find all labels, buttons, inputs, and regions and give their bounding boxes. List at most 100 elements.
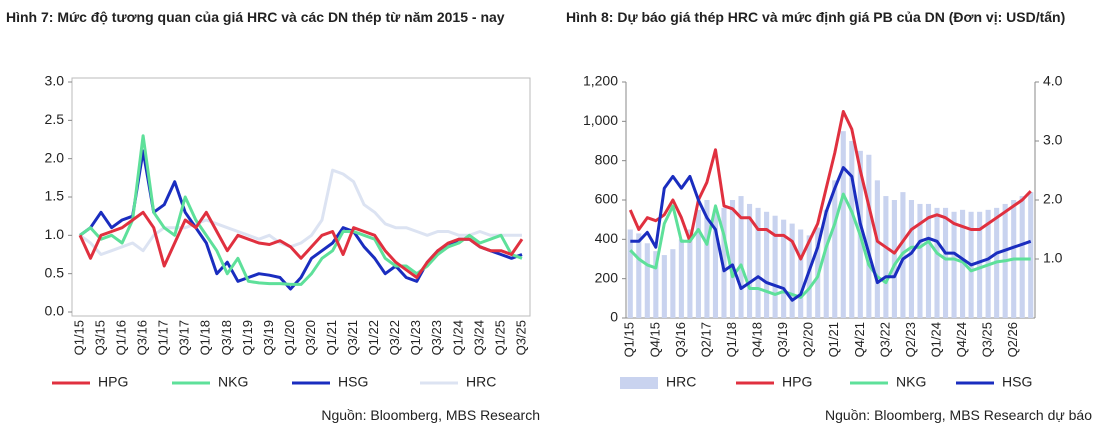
bar xyxy=(687,229,693,318)
y-tick-label: 3.0 xyxy=(45,73,65,89)
bar xyxy=(798,229,804,318)
line-series xyxy=(630,166,1032,302)
bar xyxy=(840,131,846,318)
x-tick-label: Q1/20 xyxy=(282,320,297,355)
x-tick-label: Q2/20 xyxy=(801,322,816,357)
bar xyxy=(738,196,744,318)
chart-title: Hình 7: Mức độ tương quan của giá HRC và… xyxy=(6,9,505,25)
bar xyxy=(746,203,753,318)
x-tick-label: Q4/21 xyxy=(852,322,867,357)
line-series xyxy=(628,110,1032,261)
legend-label: HPG xyxy=(782,374,812,390)
bar xyxy=(883,196,889,318)
chart: 0.0 0.5 1.0 1.5 2.0 2.5 3.0 Q1/15 Q3/15 Q1/16 Q3/1… xyxy=(45,73,531,390)
x-tick-label: Q1/19 xyxy=(240,320,255,355)
legend-label: HSG xyxy=(338,374,368,390)
y2-tick-label: 3.0 xyxy=(1043,132,1063,148)
bar xyxy=(781,219,787,318)
y-tick-label: 0.5 xyxy=(45,264,65,280)
bar xyxy=(653,251,659,318)
x-tick-label: Q3/15 xyxy=(92,320,107,355)
x-tick-label: Q1/21 xyxy=(826,322,841,357)
bar xyxy=(874,180,880,318)
plot-frame xyxy=(71,77,531,317)
y-tick-label: 400 xyxy=(595,230,619,246)
x-tick-label: Q4/18 xyxy=(750,322,765,357)
bar xyxy=(704,200,710,318)
bar xyxy=(934,207,940,318)
x-tick-label: Q1/18 xyxy=(198,320,213,355)
bar xyxy=(891,200,897,318)
y-tick-label: 1.0 xyxy=(45,226,65,242)
bar xyxy=(806,235,812,318)
y-tick-label: 1.5 xyxy=(45,188,65,204)
line-series xyxy=(79,168,522,256)
x-tick-label: Q3/19 xyxy=(261,320,276,355)
bar xyxy=(917,203,923,318)
bar xyxy=(772,215,778,318)
x-tick-label: Q3/22 xyxy=(877,322,892,357)
bar xyxy=(755,207,761,318)
x-tick-label: Q3/19 xyxy=(775,322,790,357)
x-tick-label: Q3/25 xyxy=(513,320,528,355)
x-tick-label: Q1/21 xyxy=(324,320,339,355)
bar xyxy=(1028,192,1034,318)
y-tick-label: 0.0 xyxy=(45,303,65,319)
bar xyxy=(789,223,795,318)
y-tick-label: 0 xyxy=(610,309,618,325)
legend-label: HPG xyxy=(98,374,128,390)
legend-swatch xyxy=(620,377,658,389)
bar xyxy=(661,255,667,318)
bar xyxy=(627,229,633,318)
x-tick-label: Q1/24 xyxy=(450,320,465,355)
bar xyxy=(925,203,932,318)
y-tick-label: 200 xyxy=(595,269,619,285)
chart-title: Hình 8: Dự báo giá thép HRC và mức định … xyxy=(566,9,1066,25)
legend-label: NKG xyxy=(896,374,926,390)
y2-tick-label: 4.0 xyxy=(1043,73,1063,89)
line-series xyxy=(78,210,524,279)
y-tick-label: 1,200 xyxy=(583,73,618,89)
x-tick-label: Q2/23 xyxy=(903,322,918,357)
bar xyxy=(823,209,829,318)
x-tick-label: Q1/22 xyxy=(366,320,381,355)
x-tick-label: Q2/26 xyxy=(1005,322,1020,357)
line-series xyxy=(79,134,523,286)
x-tick-label: Q1/24 xyxy=(928,322,943,357)
line-series xyxy=(629,192,1031,299)
chart: 0 200 400 600 800 1,000 1,200 1.0 2.0 3.0 4.0 Q1/15… xyxy=(583,73,1063,390)
bar xyxy=(636,233,642,318)
x-tick-label: Q1/16 xyxy=(114,320,129,355)
x-tick-label: Q4/15 xyxy=(647,322,662,357)
x-tick-label: Q1/18 xyxy=(724,322,739,357)
bar xyxy=(729,200,736,318)
legend-label: NKG xyxy=(218,374,248,390)
bar xyxy=(977,211,983,318)
x-tick-label: Q4/24 xyxy=(954,322,969,357)
y-tick-label: 1,000 xyxy=(583,112,618,128)
bar xyxy=(1019,196,1025,318)
legend-label: HRC xyxy=(666,374,696,390)
source: Nguồn: Bloomberg, MBS Research dự báo xyxy=(825,407,1092,423)
y-tick-label: 2.5 xyxy=(45,111,65,127)
bar xyxy=(678,239,684,318)
bar xyxy=(712,209,719,318)
x-tick-label: Q3/24 xyxy=(471,320,486,355)
bar xyxy=(695,209,701,318)
x-tick-label: Q1/23 xyxy=(408,320,423,355)
x-tick-label: Q3/20 xyxy=(303,320,318,355)
legend-label: HRC xyxy=(466,374,496,390)
x-tick-label: Q3/21 xyxy=(345,320,360,355)
y2-tick-label: 1.0 xyxy=(1043,250,1063,266)
x-tick-label: Q1/17 xyxy=(156,320,171,355)
bar xyxy=(908,200,915,318)
y-tick-label: 2.0 xyxy=(45,149,65,165)
bar xyxy=(951,211,957,318)
x-tick-label: Q3/23 xyxy=(429,320,444,355)
x-tick-label: Q3/17 xyxy=(177,320,192,355)
x-tick-label: Q1/15 xyxy=(622,322,637,357)
x-tick-label: Q3/22 xyxy=(387,320,402,355)
line-series xyxy=(79,149,523,291)
y2-tick-label: 2.0 xyxy=(1043,191,1063,207)
